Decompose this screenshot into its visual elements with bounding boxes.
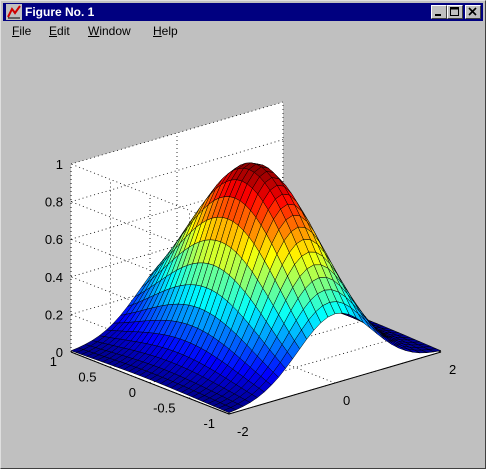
tick-label: 0.4: [45, 270, 63, 285]
maximize-icon: [450, 7, 459, 16]
matlab-figure-icon: [6, 4, 22, 20]
x-axis-line: [228, 351, 442, 415]
tick-label: 0.5: [78, 370, 96, 385]
tick-label: 0: [129, 385, 136, 400]
minimize-button[interactable]: [431, 5, 447, 19]
menu-window[interactable]: Window: [88, 24, 131, 38]
surface-plot[interactable]: 0 0.2 0.4 0.6 0.8 1 -1 -0.5 0 0.5 1 -2 0 2: [3, 42, 483, 466]
surface-patch: [223, 407, 237, 413]
minimize-icon: [435, 14, 441, 16]
tick-label: 0.2: [45, 307, 63, 322]
title-bar[interactable]: Figure No. 1: [3, 3, 483, 21]
menu-edit[interactable]: Edit: [49, 24, 70, 38]
tick-label: 0: [56, 345, 63, 360]
surface-mesh: [70, 162, 442, 413]
window-title: Figure No. 1: [25, 5, 95, 19]
tick-label: 0.6: [45, 232, 63, 247]
menu-help[interactable]: Help: [153, 24, 178, 38]
tick-label: -2: [237, 424, 249, 439]
tick-labels: 0 0.2 0.4 0.6 0.8 1 -1 -0.5 0 0.5 1 -2 0 2: [45, 157, 456, 439]
y-axis-line: [70, 351, 230, 415]
tick-label: 1: [56, 157, 63, 172]
close-button[interactable]: [465, 5, 481, 19]
close-icon: [468, 7, 477, 16]
tick-label: 0.8: [45, 195, 63, 210]
plot-area: 0 0.2 0.4 0.6 0.8 1 -1 -0.5 0 0.5 1 -2 0 2: [3, 42, 483, 466]
grid-line: [70, 139, 284, 202]
tick-label: 1: [50, 354, 57, 369]
maximize-button[interactable]: [447, 5, 463, 19]
tick-label: -0.5: [153, 401, 175, 416]
tick-label: 2: [449, 362, 456, 377]
tick-label: -1: [203, 416, 215, 431]
tick-label: 0: [343, 393, 350, 408]
menu-bar: File Edit Window Help: [3, 22, 483, 41]
grid-line: [70, 101, 284, 165]
menu-file[interactable]: File: [12, 24, 32, 38]
